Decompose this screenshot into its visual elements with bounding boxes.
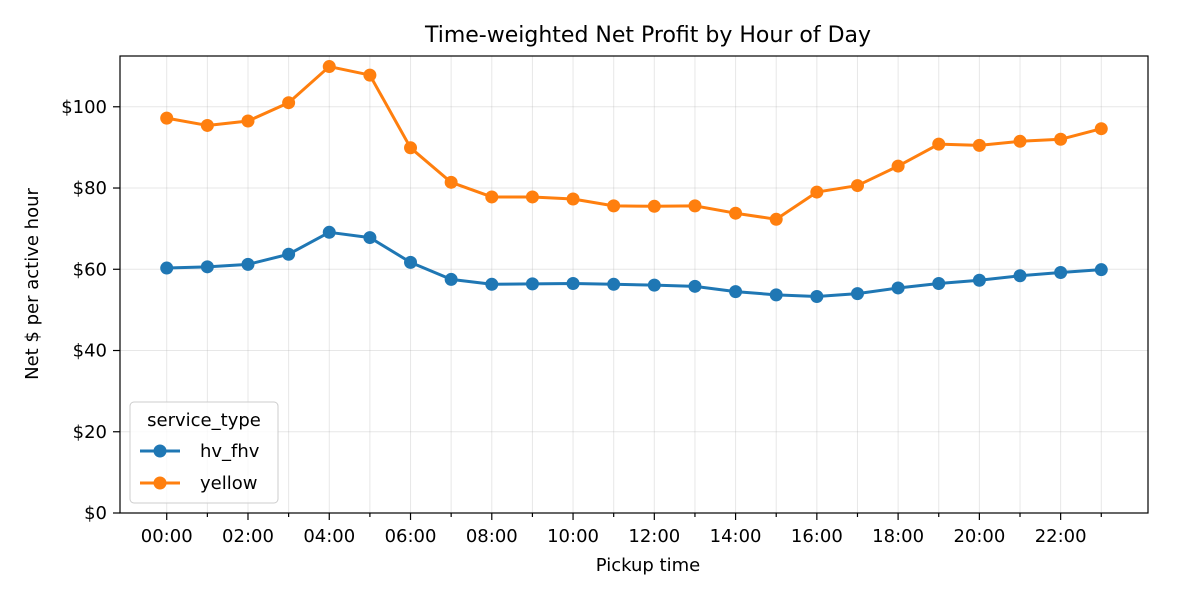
x-tick-label: 00:00 [141,526,193,547]
data-point-hv-fhv [932,276,946,290]
axis-ticks: 00:00 02:00 04:00 06:00 08:00 10:00 12:00 14:00… [61,97,1102,547]
series-hv-fhv [160,225,1108,303]
x-tick-label: 20:00 [953,526,1005,547]
series-line-hv-fhv [166,230,1102,298]
legend-box [129,401,279,504]
legend-title: service_type [147,410,261,431]
data-point-yellow [932,137,946,151]
data-point-hv-fhv [322,225,336,239]
y-tick-label: $40 [73,341,107,362]
x-axis-title: Pickup time [596,555,700,576]
data-point-hv-fhv [647,278,661,292]
chart-title: Time-weighted Net Profit by Hour of Day [424,23,871,48]
data-point-hv-fhv [810,289,824,303]
y-tick-label: $0 [84,503,107,524]
data-point-yellow [1013,134,1027,148]
x-tick-label: 22:00 [1035,526,1087,547]
series-yellow [160,60,1108,226]
data-point-yellow [322,60,336,74]
data-point-yellow [1054,132,1068,146]
data-point-yellow [404,141,418,155]
data-point-hv-fhv [1013,269,1027,283]
data-point-hv-fhv [769,288,783,302]
data-point-yellow [607,199,621,213]
data-point-hv-fhv [972,273,986,287]
y-tick-label: $60 [73,259,107,280]
x-tick-label: 10:00 [547,526,599,547]
data-point-hv-fhv [1094,263,1108,277]
data-point-hv-fhv [607,277,621,291]
x-tick-label: 04:00 [303,526,355,547]
x-tick-label: 08:00 [466,526,518,547]
data-point-hv-fhv [444,272,458,286]
plot-frame [119,55,1149,514]
data-point-yellow [525,190,539,204]
series-line-yellow [166,65,1102,221]
x-tick-label: 12:00 [628,526,680,547]
data-point-hv-fhv [1054,266,1068,280]
data-point-yellow [972,138,986,152]
y-axis-title: Net $ per active hour [22,188,43,380]
data-point-yellow [485,190,499,204]
legend-label-hv-fhv: hv_fhv [200,441,260,462]
data-point-yellow [160,111,174,125]
data-point-hv-fhv [282,247,296,261]
series-layer [160,60,1108,303]
data-point-yellow [891,159,905,173]
data-point-yellow [850,179,864,193]
legend-marker-hv-fhv [153,444,167,458]
data-point-hv-fhv [404,255,418,269]
data-point-hv-fhv [729,285,743,299]
legend-label-yellow: yellow [200,473,257,494]
data-point-yellow [769,212,783,226]
data-point-yellow [647,199,661,213]
x-tick-label: 06:00 [385,526,437,547]
x-tick-label: 02:00 [222,526,274,547]
x-tick-label: 16:00 [791,526,843,547]
data-point-hv-fhv [485,277,499,291]
data-point-hv-fhv [891,281,905,295]
legend: service_type hv_fhv yellow [129,401,279,504]
data-point-hv-fhv [566,276,580,290]
data-point-yellow [688,199,702,213]
legend-marker-yellow [153,476,167,490]
data-point-hv-fhv [241,257,255,271]
data-point-yellow [363,68,377,82]
data-point-yellow [566,192,580,206]
data-point-yellow [444,175,458,189]
data-point-hv-fhv [160,261,174,275]
data-point-hv-fhv [200,260,214,274]
data-point-yellow [200,118,214,132]
data-point-yellow [729,206,743,220]
y-tick-label: $100 [61,97,107,118]
y-tick-label: $80 [73,178,107,199]
data-point-yellow [282,96,296,110]
data-point-yellow [810,185,824,199]
data-point-hv-fhv [850,287,864,301]
x-tick-label: 14:00 [710,526,762,547]
x-tick-label: 18:00 [872,526,924,547]
data-point-yellow [241,114,255,128]
data-point-hv-fhv [363,231,377,245]
data-point-hv-fhv [688,279,702,293]
data-point-yellow [1094,122,1108,136]
data-point-hv-fhv [525,277,539,291]
y-tick-label: $20 [73,422,107,443]
